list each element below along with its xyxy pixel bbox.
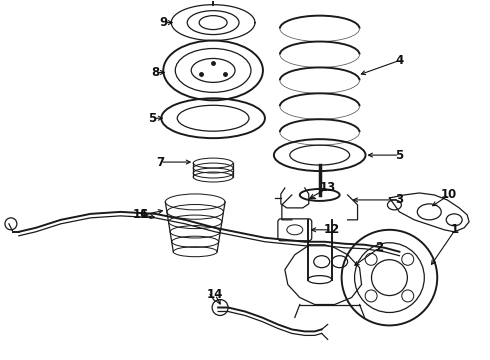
Text: 13: 13 [319,181,336,194]
Text: 1: 1 [451,223,459,236]
Text: 6: 6 [139,208,147,221]
Text: 4: 4 [395,54,404,67]
Text: 2: 2 [375,241,384,254]
Text: 3: 3 [395,193,403,206]
Text: 7: 7 [156,156,164,168]
Text: 5: 5 [148,112,156,125]
Ellipse shape [300,189,340,201]
Text: 8: 8 [151,66,159,79]
Text: 14: 14 [207,288,223,301]
Text: 10: 10 [441,188,457,202]
Text: 12: 12 [323,223,340,236]
Text: 11: 11 [132,208,148,221]
Text: 5: 5 [395,149,404,162]
Text: 9: 9 [159,16,168,29]
